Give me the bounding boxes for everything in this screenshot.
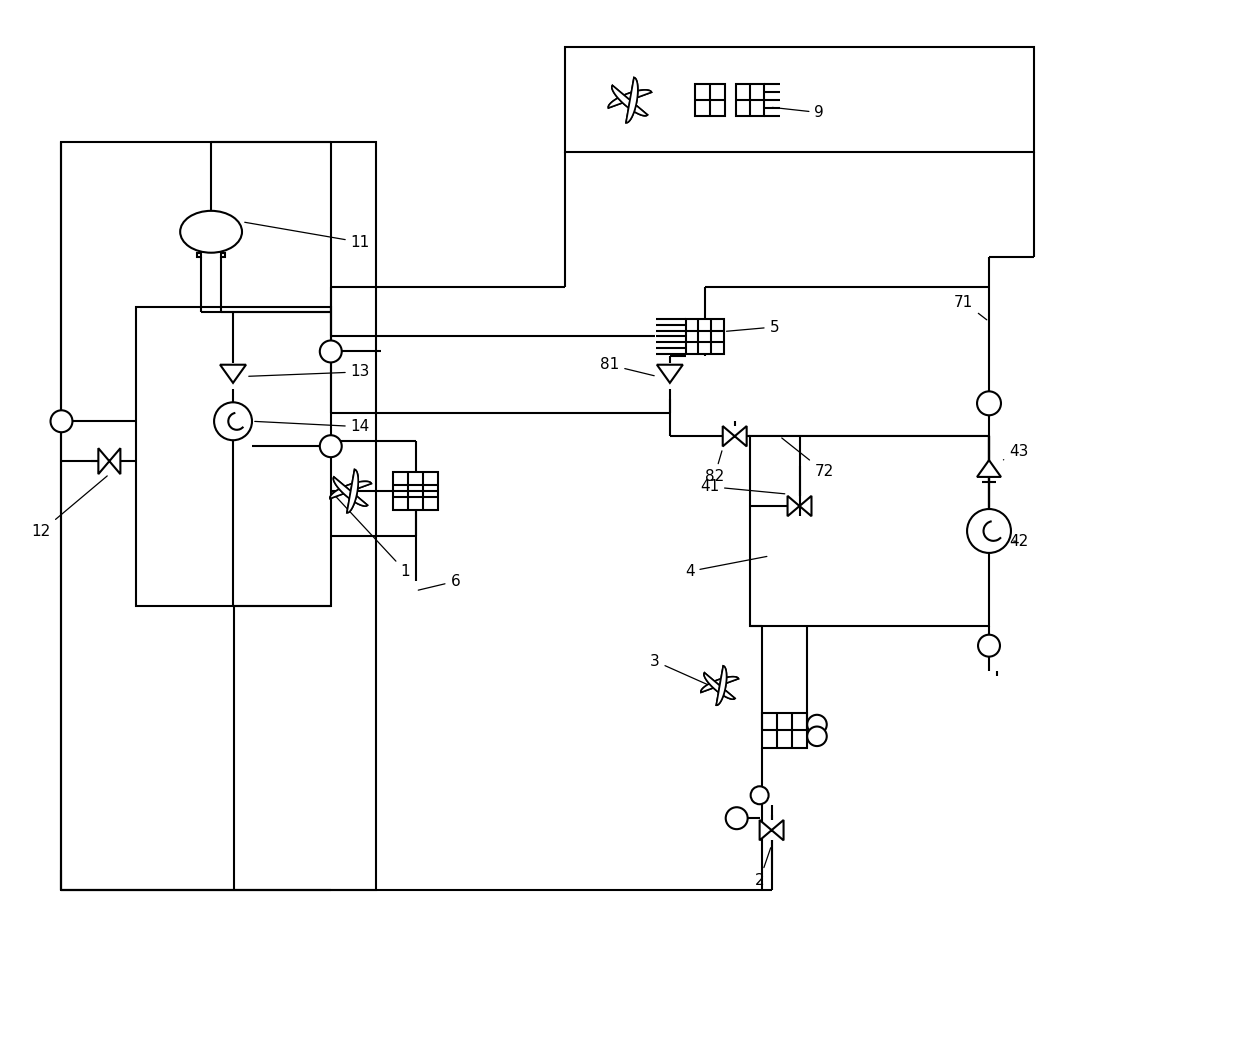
Circle shape: [320, 340, 342, 362]
Polygon shape: [612, 85, 648, 116]
Polygon shape: [333, 477, 368, 506]
Text: 71: 71: [954, 295, 986, 320]
Text: 9: 9: [772, 105, 824, 120]
Polygon shape: [330, 481, 372, 499]
Text: 43: 43: [1004, 445, 1028, 460]
Polygon shape: [626, 77, 638, 123]
Text: 4: 4: [685, 557, 767, 579]
Text: 5: 5: [726, 320, 779, 334]
Bar: [136, 306, 331, 606]
Bar: [62, 142, 375, 890]
Bar: [565, 47, 1033, 152]
Polygon shape: [626, 77, 638, 123]
Text: 72: 72: [782, 438, 834, 479]
Text: 12: 12: [31, 476, 108, 539]
Text: 6: 6: [419, 574, 460, 590]
Text: 2: 2: [755, 847, 771, 888]
Bar: [393, 473, 437, 510]
Polygon shape: [330, 481, 372, 499]
Bar: [686, 319, 724, 354]
Bar: [221, 253, 225, 257]
Polygon shape: [347, 469, 358, 513]
Circle shape: [807, 727, 826, 746]
Polygon shape: [347, 469, 358, 513]
Polygon shape: [608, 90, 652, 108]
Polygon shape: [722, 426, 747, 447]
Bar: [695, 84, 725, 117]
Polygon shape: [657, 364, 683, 383]
Polygon shape: [701, 677, 738, 692]
Polygon shape: [760, 820, 783, 840]
Circle shape: [214, 402, 252, 440]
Polygon shape: [608, 90, 652, 108]
Bar: [750, 436, 989, 626]
Text: 11: 11: [245, 223, 370, 250]
Polygon shape: [716, 666, 726, 705]
Text: 14: 14: [255, 420, 370, 434]
Polygon shape: [333, 477, 368, 506]
Polygon shape: [704, 672, 735, 700]
Ellipse shape: [180, 211, 242, 253]
Bar: [736, 84, 763, 117]
Polygon shape: [788, 496, 812, 516]
Text: 81: 81: [600, 357, 654, 376]
Circle shape: [978, 391, 1001, 415]
Text: 1: 1: [332, 493, 410, 579]
Text: 82: 82: [705, 451, 724, 484]
Polygon shape: [98, 449, 120, 474]
Circle shape: [807, 715, 826, 734]
Circle shape: [968, 509, 1011, 553]
Text: 41: 41: [700, 479, 784, 494]
Circle shape: [751, 786, 768, 805]
Text: 13: 13: [249, 364, 370, 379]
Bar: [762, 713, 807, 747]
Polygon shape: [221, 364, 247, 383]
Polygon shape: [612, 85, 648, 116]
Text: 42: 42: [1009, 534, 1028, 549]
Polygon shape: [701, 677, 738, 692]
Polygon shape: [716, 666, 726, 705]
Circle shape: [51, 410, 72, 432]
Text: 3: 3: [650, 654, 707, 684]
Bar: [197, 253, 202, 257]
Polygon shape: [978, 460, 1001, 477]
Polygon shape: [704, 672, 735, 700]
Circle shape: [978, 635, 1000, 657]
Circle shape: [320, 435, 342, 457]
Circle shape: [726, 807, 747, 830]
